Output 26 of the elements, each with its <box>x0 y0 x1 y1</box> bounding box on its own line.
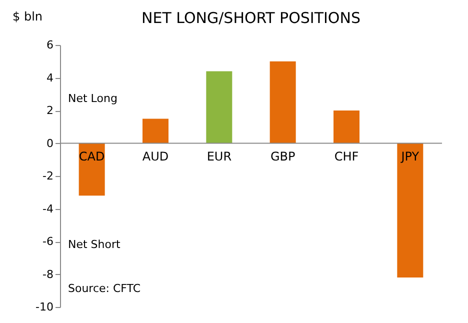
x-tick-label: CAD <box>78 149 105 164</box>
y-tick-label: 6 <box>46 38 54 52</box>
x-tick-label: JPY <box>400 149 420 164</box>
y-tick-label: -10 <box>36 300 54 314</box>
x-tick-label: CHF <box>334 149 359 164</box>
annotation: Net Long <box>68 92 118 105</box>
x-tick-label: GBP <box>270 149 296 164</box>
bar <box>397 143 424 278</box>
x-tick-label: EUR <box>206 149 232 164</box>
y-tick-label: -6 <box>42 235 54 248</box>
bar <box>270 61 296 144</box>
y-tick-label: 2 <box>46 104 54 117</box>
bar <box>78 143 105 196</box>
y-tick-label: -4 <box>42 202 54 216</box>
y-tick-label: -2 <box>42 170 54 182</box>
annotation: Source: CFTC <box>68 282 141 295</box>
x-tick-label: AUD <box>142 149 169 164</box>
annotation: Net Short <box>68 238 122 251</box>
bar <box>206 71 232 144</box>
y-tick-label: 0 <box>46 136 54 150</box>
bar <box>334 110 360 144</box>
bar <box>142 118 168 144</box>
y-tick-label: 4 <box>46 71 54 84</box>
chart-title: NET LONG/SHORT POSITIONS <box>142 9 360 27</box>
y-axis-title: $ bln <box>12 10 43 24</box>
y-tick-label: -8 <box>42 268 54 281</box>
